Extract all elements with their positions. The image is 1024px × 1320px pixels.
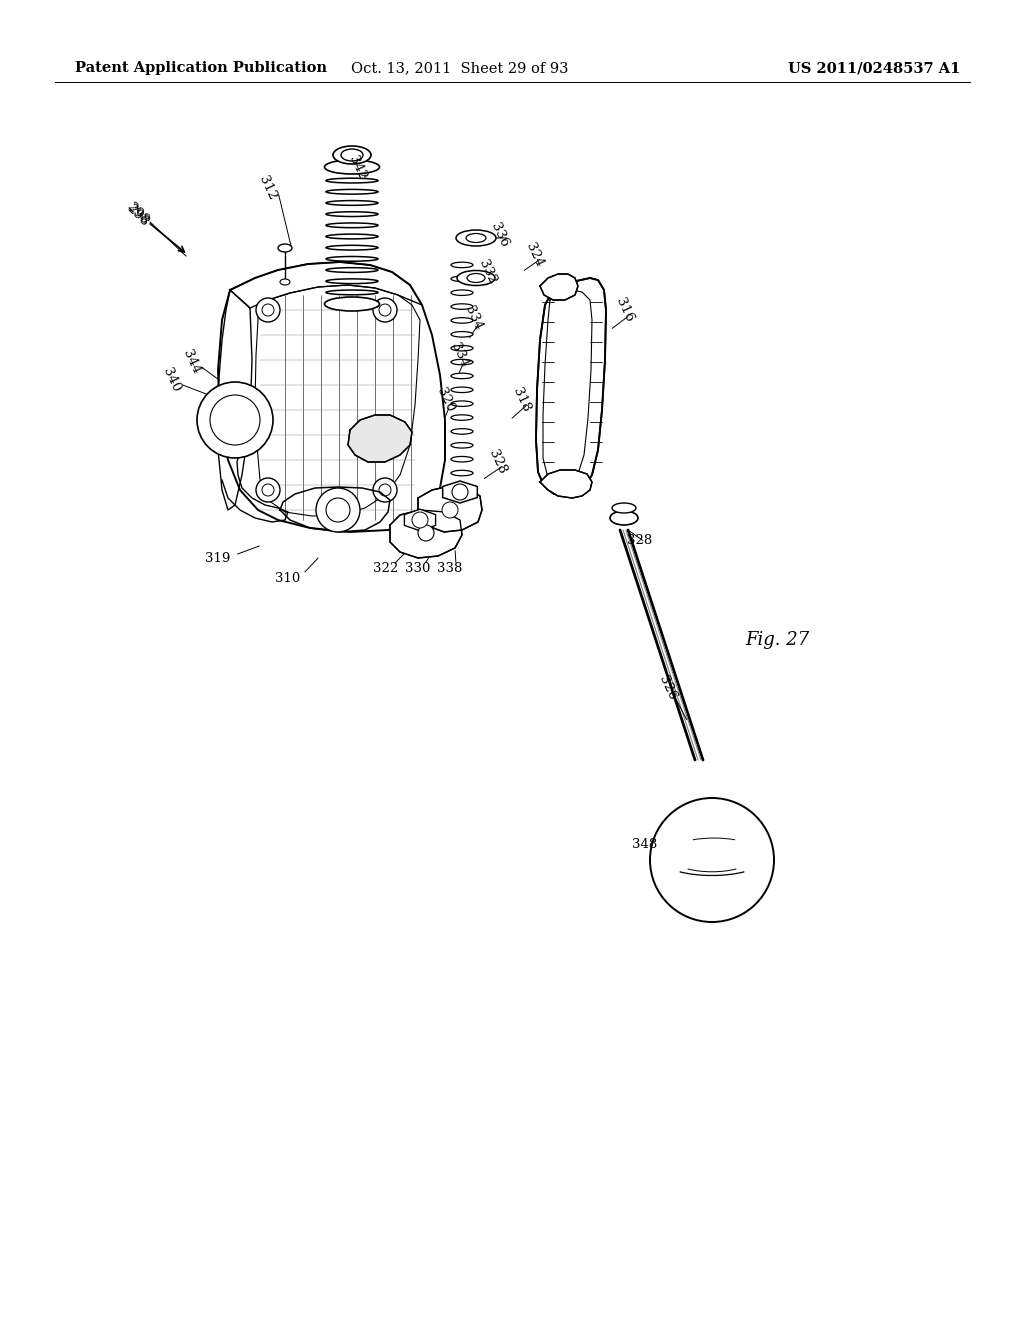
Text: 328: 328 [486, 447, 509, 477]
Ellipse shape [457, 271, 495, 285]
Polygon shape [390, 510, 462, 558]
Ellipse shape [612, 503, 636, 513]
Ellipse shape [451, 457, 473, 462]
Text: 318: 318 [511, 385, 534, 414]
Circle shape [650, 799, 774, 921]
Polygon shape [442, 480, 477, 503]
Polygon shape [536, 279, 606, 496]
Text: 320: 320 [435, 385, 458, 414]
Ellipse shape [451, 470, 473, 475]
Text: Patent Application Publication: Patent Application Publication [75, 61, 327, 75]
Circle shape [256, 478, 280, 502]
Ellipse shape [451, 304, 473, 309]
Ellipse shape [326, 211, 378, 216]
Polygon shape [348, 414, 412, 462]
Ellipse shape [326, 201, 378, 206]
Circle shape [418, 525, 434, 541]
Text: 324: 324 [523, 240, 546, 269]
Ellipse shape [451, 331, 473, 337]
Circle shape [373, 478, 397, 502]
Text: 348: 348 [633, 838, 657, 851]
Ellipse shape [451, 429, 473, 434]
Polygon shape [418, 486, 482, 532]
Text: 319: 319 [206, 552, 230, 565]
Text: 316: 316 [613, 296, 636, 325]
Circle shape [316, 488, 360, 532]
Polygon shape [404, 510, 435, 531]
Text: US 2011/0248537 A1: US 2011/0248537 A1 [787, 61, 961, 75]
Ellipse shape [451, 442, 473, 447]
Ellipse shape [451, 263, 473, 268]
Text: 340: 340 [161, 366, 183, 395]
Circle shape [379, 484, 391, 496]
Ellipse shape [325, 160, 380, 174]
Ellipse shape [451, 346, 473, 351]
Ellipse shape [451, 374, 473, 379]
Text: 310: 310 [275, 572, 301, 585]
Ellipse shape [278, 244, 292, 252]
Text: 338: 338 [437, 561, 463, 574]
Text: 342: 342 [347, 154, 370, 182]
Text: 322: 322 [374, 561, 398, 574]
Ellipse shape [280, 279, 290, 285]
Ellipse shape [326, 256, 378, 261]
Text: Oct. 13, 2011  Sheet 29 of 93: Oct. 13, 2011 Sheet 29 of 93 [351, 61, 568, 75]
Ellipse shape [451, 387, 473, 392]
Ellipse shape [451, 401, 473, 407]
Circle shape [210, 395, 260, 445]
Text: 298: 298 [125, 202, 152, 228]
Text: Fig. 27: Fig. 27 [745, 631, 809, 649]
Ellipse shape [326, 234, 378, 239]
Ellipse shape [326, 178, 378, 183]
Ellipse shape [326, 279, 378, 284]
Ellipse shape [451, 276, 473, 281]
Ellipse shape [341, 149, 362, 161]
Circle shape [379, 304, 391, 315]
Circle shape [452, 484, 468, 500]
Polygon shape [540, 470, 592, 498]
Text: 298: 298 [125, 199, 152, 227]
Circle shape [262, 304, 274, 315]
Text: 332: 332 [477, 257, 500, 286]
Text: 334: 334 [463, 304, 485, 333]
Circle shape [326, 498, 350, 521]
Ellipse shape [326, 290, 378, 294]
Ellipse shape [610, 511, 638, 525]
Ellipse shape [467, 273, 485, 282]
Ellipse shape [326, 189, 378, 194]
Text: 336: 336 [488, 220, 511, 249]
Circle shape [197, 381, 273, 458]
Text: 344: 344 [181, 347, 203, 376]
Text: 334: 334 [449, 341, 471, 370]
Circle shape [373, 298, 397, 322]
Ellipse shape [451, 359, 473, 364]
Text: 328: 328 [628, 533, 652, 546]
Polygon shape [540, 275, 578, 300]
Ellipse shape [466, 234, 486, 243]
Text: 312: 312 [257, 174, 280, 202]
Ellipse shape [325, 297, 380, 312]
Ellipse shape [451, 318, 473, 323]
Circle shape [262, 484, 274, 496]
Ellipse shape [451, 290, 473, 296]
Circle shape [442, 502, 458, 517]
Circle shape [256, 298, 280, 322]
Ellipse shape [326, 268, 378, 272]
Ellipse shape [326, 223, 378, 227]
Ellipse shape [333, 147, 371, 164]
Text: 326: 326 [656, 673, 679, 702]
Circle shape [412, 512, 428, 528]
Text: 330: 330 [406, 561, 431, 574]
Ellipse shape [451, 414, 473, 420]
Ellipse shape [326, 246, 378, 249]
Ellipse shape [456, 230, 496, 246]
